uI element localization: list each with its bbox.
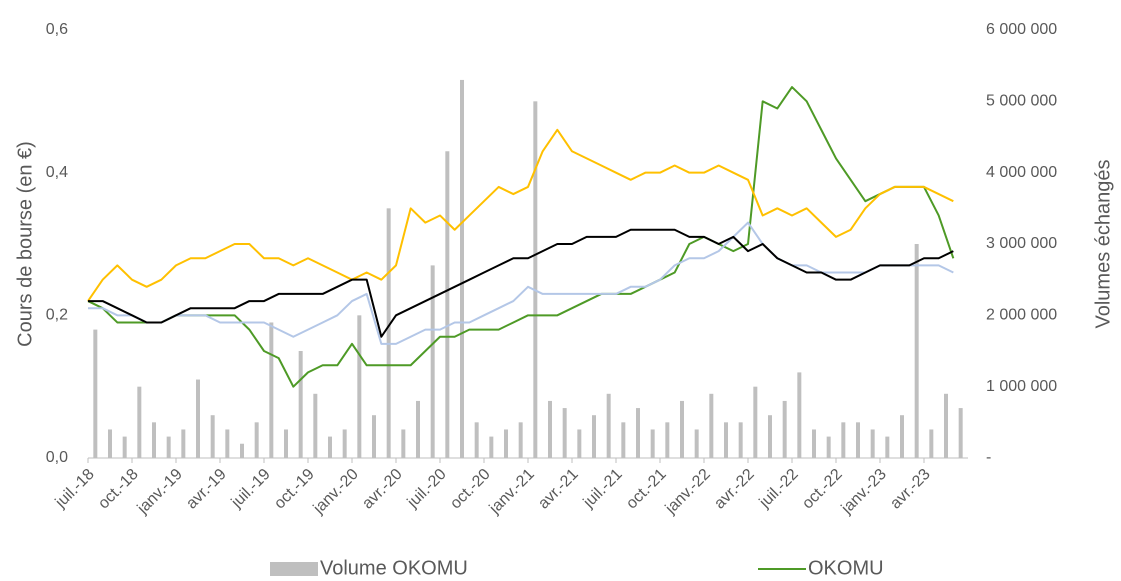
volume-bar [357, 315, 362, 458]
volume-bar [826, 436, 831, 458]
legend-label: Volume OKOMU [320, 557, 468, 579]
volume-bar [166, 436, 171, 458]
volume-bar [445, 151, 450, 458]
volume-bar [240, 443, 244, 458]
volume-bar [328, 436, 332, 458]
volume-bar [724, 422, 728, 458]
volume-bar [562, 408, 567, 458]
x-tick-label: janv.-21 [486, 466, 538, 518]
volume-bar [738, 422, 743, 458]
volume-bar [885, 436, 890, 458]
volume-bar [944, 393, 948, 458]
y2-axis-label: Volumes échangés [1092, 159, 1114, 328]
x-tick-label: juil.-19 [228, 466, 274, 512]
volume-bar [768, 415, 772, 458]
volume-bar [782, 400, 787, 458]
volume-bar [870, 429, 875, 458]
volume-bar [812, 429, 816, 458]
volume-bar [900, 415, 904, 458]
volume-bar [694, 429, 699, 458]
volume-bar [225, 429, 230, 458]
volume-bar [958, 408, 963, 458]
volume-bar [504, 429, 508, 458]
price-line [87, 86, 955, 388]
x-tick-label: avr.-20 [359, 466, 406, 513]
y2-tick-label: - [986, 449, 991, 466]
volume-bar [797, 372, 802, 458]
x-tick-label: avr.-22 [711, 466, 758, 513]
volume-bar [108, 429, 112, 458]
volume-bar [284, 429, 288, 458]
volume-bar [753, 386, 758, 458]
y-tick-label: 0,4 [46, 164, 68, 181]
volume-bar [298, 351, 303, 458]
price-line [87, 128, 954, 302]
volume-bar [430, 265, 435, 458]
volume-bar [914, 244, 919, 458]
x-tick-label: juil.-20 [404, 466, 450, 512]
y2-tick-label: 6 000 000 [986, 21, 1057, 38]
volume-bar [548, 400, 552, 458]
y2-tick-label: 5 000 000 [986, 93, 1057, 110]
y-axis-label: Cours de bourse (en €) [14, 141, 36, 347]
price-line [88, 221, 954, 345]
y2-tick-label: 1 000 000 [986, 378, 1057, 395]
y-tick-label: 0,0 [46, 449, 68, 466]
volume-bar [401, 429, 406, 458]
x-tick-label: janv.-23 [838, 466, 890, 518]
volume-bar [841, 422, 846, 458]
volume-bar [709, 393, 714, 458]
y2-tick-label: 4 000 000 [986, 164, 1057, 181]
volume-bar [269, 322, 274, 458]
volume-bar [372, 415, 376, 458]
volume-bar [313, 393, 318, 458]
volume-bar [137, 386, 142, 458]
volume-bar [342, 429, 347, 458]
x-tick-label: janv.-22 [662, 466, 714, 518]
price-line [88, 228, 954, 338]
y2-tick-label: 3 000 000 [986, 235, 1057, 252]
y-tick-label: 0,6 [46, 21, 68, 38]
volume-bar [518, 422, 523, 458]
volume-bar [474, 422, 479, 458]
volume-bar [460, 79, 464, 458]
legend-swatch [270, 562, 318, 576]
x-tick-label: avr.-19 [183, 466, 230, 513]
volume-bar [210, 415, 215, 458]
y2-tick-label: 2 000 000 [986, 307, 1057, 324]
volume-bar [606, 393, 611, 458]
volume-bar [577, 429, 582, 458]
volume-bar [856, 422, 860, 458]
volume-bar [122, 436, 127, 458]
volume-bar [650, 429, 655, 458]
volume-bar [533, 101, 538, 458]
x-tick-label: avr.-23 [887, 466, 934, 513]
volume-bar [196, 379, 200, 458]
volume-bar [665, 422, 670, 458]
volume-bar [489, 436, 494, 458]
volume-bar [636, 408, 640, 458]
x-tick-label: juil.-22 [756, 466, 802, 512]
volume-bar [181, 429, 186, 458]
volume-bar [152, 422, 156, 458]
volume-bar [621, 422, 626, 458]
x-tick-label: juil.-18 [52, 466, 98, 512]
volume-bar [416, 400, 420, 458]
volume-bar [93, 329, 98, 458]
legend-label: OKOMU [808, 557, 884, 579]
x-tick-label: janv.-19 [134, 466, 186, 518]
volume-bar [254, 422, 259, 458]
volume-bar [386, 208, 391, 458]
x-tick-label: janv.-20 [310, 466, 362, 518]
volume-bar [680, 400, 684, 458]
x-tick-label: juil.-21 [580, 466, 626, 512]
x-tick-label: avr.-21 [535, 466, 582, 513]
volume-bar [592, 415, 596, 458]
y-tick-label: 0,2 [46, 307, 68, 324]
volume-bar [929, 429, 934, 458]
